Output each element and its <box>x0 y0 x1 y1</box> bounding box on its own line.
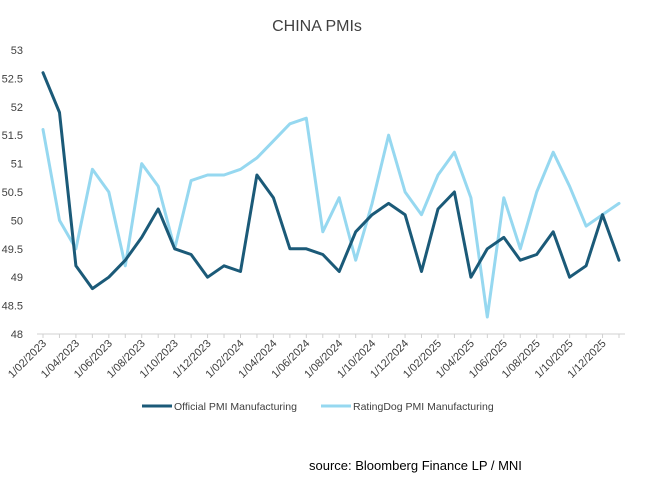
y-tick-label: 52.5 <box>2 73 23 85</box>
chart-title: CHINA PMIs <box>272 18 362 35</box>
x-axis: 1/02/20231/04/20231/06/20231/08/20231/10… <box>6 333 625 381</box>
y-tick-label: 53 <box>11 45 23 57</box>
y-tick-label: 50.5 <box>2 187 23 199</box>
y-tick-label: 49 <box>11 272 23 284</box>
y-tick-label: 48.5 <box>2 301 23 313</box>
legend: Official PMI Manufacturing RatingDog PMI… <box>142 401 494 413</box>
legend-label-official-pmi: Official PMI Manufacturing <box>174 401 297 413</box>
y-axis: 48 48.5 49 49.5 50 50.5 51 51.5 52 52.5 53 <box>2 45 23 341</box>
y-tick-label: 50 <box>11 215 23 227</box>
y-tick-label: 51.5 <box>2 130 23 142</box>
y-tick-label: 52 <box>11 102 23 114</box>
y-tick-label: 49.5 <box>2 244 23 256</box>
y-tick-label: 48 <box>11 329 23 341</box>
legend-label-ratingdog-pmi: RatingDog PMI Manufacturing <box>353 401 494 413</box>
series-layer <box>41 71 621 319</box>
series-line-ratingdog-pmi <box>41 116 621 319</box>
series-line-official-pmi <box>41 71 621 291</box>
source-note: source: Bloomberg Finance LP / MNI <box>309 458 522 473</box>
y-tick-label: 51 <box>11 159 23 171</box>
